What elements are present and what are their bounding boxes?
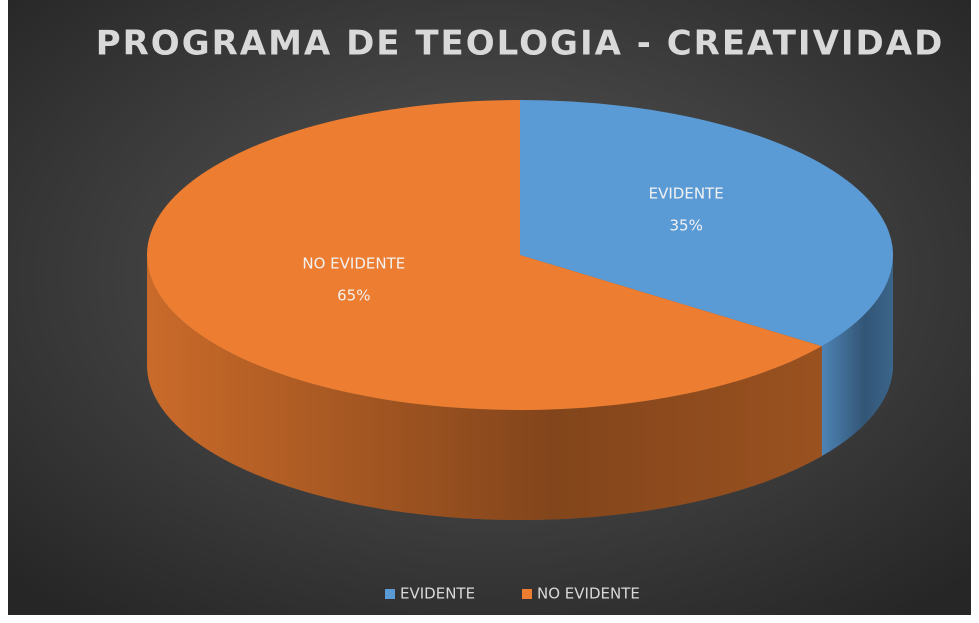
slice — [147, 100, 822, 410]
legend-swatch — [522, 589, 532, 599]
slice-side-shade — [821, 255, 893, 457]
data-label-name: NO EVIDENTE — [302, 255, 405, 273]
slice-side-shade — [147, 255, 822, 520]
legend-label: NO EVIDENTE — [537, 585, 640, 603]
data-label-value: 35% — [670, 216, 703, 234]
legend-label: EVIDENTE — [400, 585, 475, 603]
data-label-value: 65% — [337, 287, 370, 305]
legend-swatch — [385, 589, 395, 599]
slice — [520, 100, 894, 347]
data-label-name: EVIDENTE — [649, 184, 724, 202]
chart-title: PROGRAMA DE TEOLOGIA - CREATIVIDAD — [96, 24, 945, 64]
